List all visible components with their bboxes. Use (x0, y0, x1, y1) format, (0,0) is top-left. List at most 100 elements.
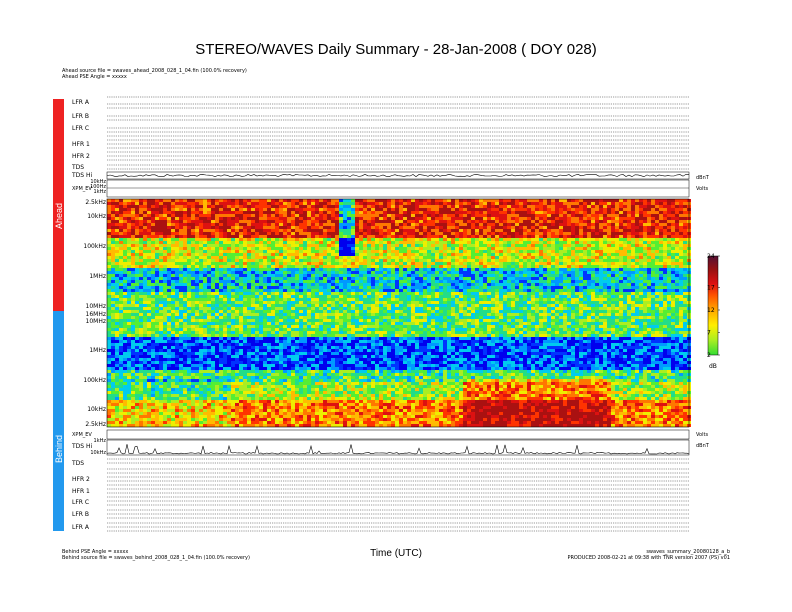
spectrogram-cell (151, 298, 155, 301)
spectrogram-cell (359, 283, 363, 286)
spectrogram-cell (299, 268, 303, 271)
spectrogram-cell (403, 283, 407, 286)
spectrogram-cell (651, 271, 655, 274)
spectrogram-cell (267, 250, 271, 253)
spectrogram-cell (531, 268, 535, 271)
spectrogram-cell (683, 214, 687, 217)
spectrogram-cell (271, 259, 275, 262)
spectrogram-cell (187, 217, 191, 220)
spectrogram-cell (447, 247, 451, 250)
spectrogram-cell (571, 208, 575, 211)
spectrogram-cell (619, 241, 623, 244)
spectrogram-cell (359, 220, 363, 223)
spectrogram-cell (259, 235, 263, 238)
spectrogram-cell (263, 259, 267, 262)
spectrogram-cell (223, 208, 227, 211)
spectrogram-cell (427, 256, 431, 259)
spectrogram-cell (555, 268, 559, 271)
spectrogram-cell (671, 280, 675, 283)
spectrogram-cell (611, 265, 615, 268)
spectrogram-cell (527, 199, 531, 202)
spectrogram-cell (279, 265, 283, 268)
spectrogram-cell (583, 202, 587, 205)
spectrogram-cell (263, 223, 267, 226)
spectrogram-cell (551, 214, 555, 217)
spectrogram-cell (455, 241, 459, 244)
spectrogram-cell (579, 256, 583, 259)
spectrogram-cell (535, 259, 539, 262)
spectrogram-cell (187, 280, 191, 283)
spectrogram-cell (631, 205, 635, 208)
spectrogram-cell (435, 259, 439, 262)
spectrogram-cell (595, 289, 599, 292)
spectrogram-cell (331, 292, 335, 295)
spectrogram-cell (139, 205, 143, 208)
spectrogram-cell (243, 268, 247, 271)
spectrogram-cell (611, 229, 615, 232)
spectrogram-cell (179, 235, 183, 238)
spectrogram-cell (587, 208, 591, 211)
spectrogram-cell (543, 286, 547, 289)
spectrogram-cell (267, 220, 271, 223)
spectrogram-cell (223, 235, 227, 238)
spectrogram-cell (515, 259, 519, 262)
spectrogram-cell (483, 247, 487, 250)
spectrogram-cell (235, 208, 239, 211)
spectrogram-cell (603, 202, 607, 205)
spectrogram-cell (243, 214, 247, 217)
spectrogram-cell (631, 232, 635, 235)
spectrogram-cell (543, 259, 547, 262)
spectrogram-cell (391, 208, 395, 211)
spectrogram-cell (679, 292, 683, 295)
spectrogram-cell (251, 238, 255, 241)
spectrogram-cell (227, 295, 231, 298)
spectrogram-cell (227, 274, 231, 277)
spectrogram-cell (679, 214, 683, 217)
spectrogram-cell (259, 220, 263, 223)
spectrogram-cell (363, 298, 367, 301)
spectrogram-cell (619, 208, 623, 211)
spectrogram-cell (439, 283, 443, 286)
spectrogram-cell (171, 277, 175, 280)
spectrogram-cell (431, 262, 435, 265)
spectrogram-cell (263, 232, 267, 235)
spectrogram-cell (175, 253, 179, 256)
spectrogram-cell (155, 199, 159, 202)
spectrogram-cell (619, 262, 623, 265)
spectrogram-cell (575, 277, 579, 280)
spectrogram-cell (203, 208, 207, 211)
spectrogram-cell (411, 277, 415, 280)
spectrogram-cell (327, 208, 331, 211)
spectrogram-cell (563, 235, 567, 238)
spectrogram-cell (571, 289, 575, 292)
spectrogram-cell (519, 226, 523, 229)
spectrogram-cell (503, 220, 507, 223)
spectrogram-cell (311, 238, 315, 241)
spectrogram-cell (591, 256, 595, 259)
spectrogram-cell (331, 247, 335, 250)
spectrogram-cell (379, 235, 383, 238)
spectrogram-cell (651, 220, 655, 223)
spectrogram-cell (583, 208, 587, 211)
spectrogram-cell (383, 232, 387, 235)
spectrogram-cell (447, 283, 451, 286)
spectrogram-cell (167, 241, 171, 244)
spectrogram-cell (507, 283, 511, 286)
spectrogram-cell (227, 238, 231, 241)
spectrogram-cell (223, 217, 227, 220)
spectrogram-cell (239, 292, 243, 295)
spectrogram-cell (183, 199, 187, 202)
spectrogram-cell (171, 253, 175, 256)
spectrogram-cell (663, 208, 667, 211)
spectrogram-cell (283, 277, 287, 280)
spectrogram-cell (679, 199, 683, 202)
spectrogram-cell (431, 283, 435, 286)
spectrogram-cell (131, 214, 135, 217)
spectrogram-cell (675, 250, 679, 253)
spectrogram-cell (391, 199, 395, 202)
spectrogram-cell (147, 295, 151, 298)
spectrogram-cell (287, 217, 291, 220)
spectrogram-cell (175, 226, 179, 229)
spectrogram-cell (439, 232, 443, 235)
spectrogram-cell (615, 283, 619, 286)
